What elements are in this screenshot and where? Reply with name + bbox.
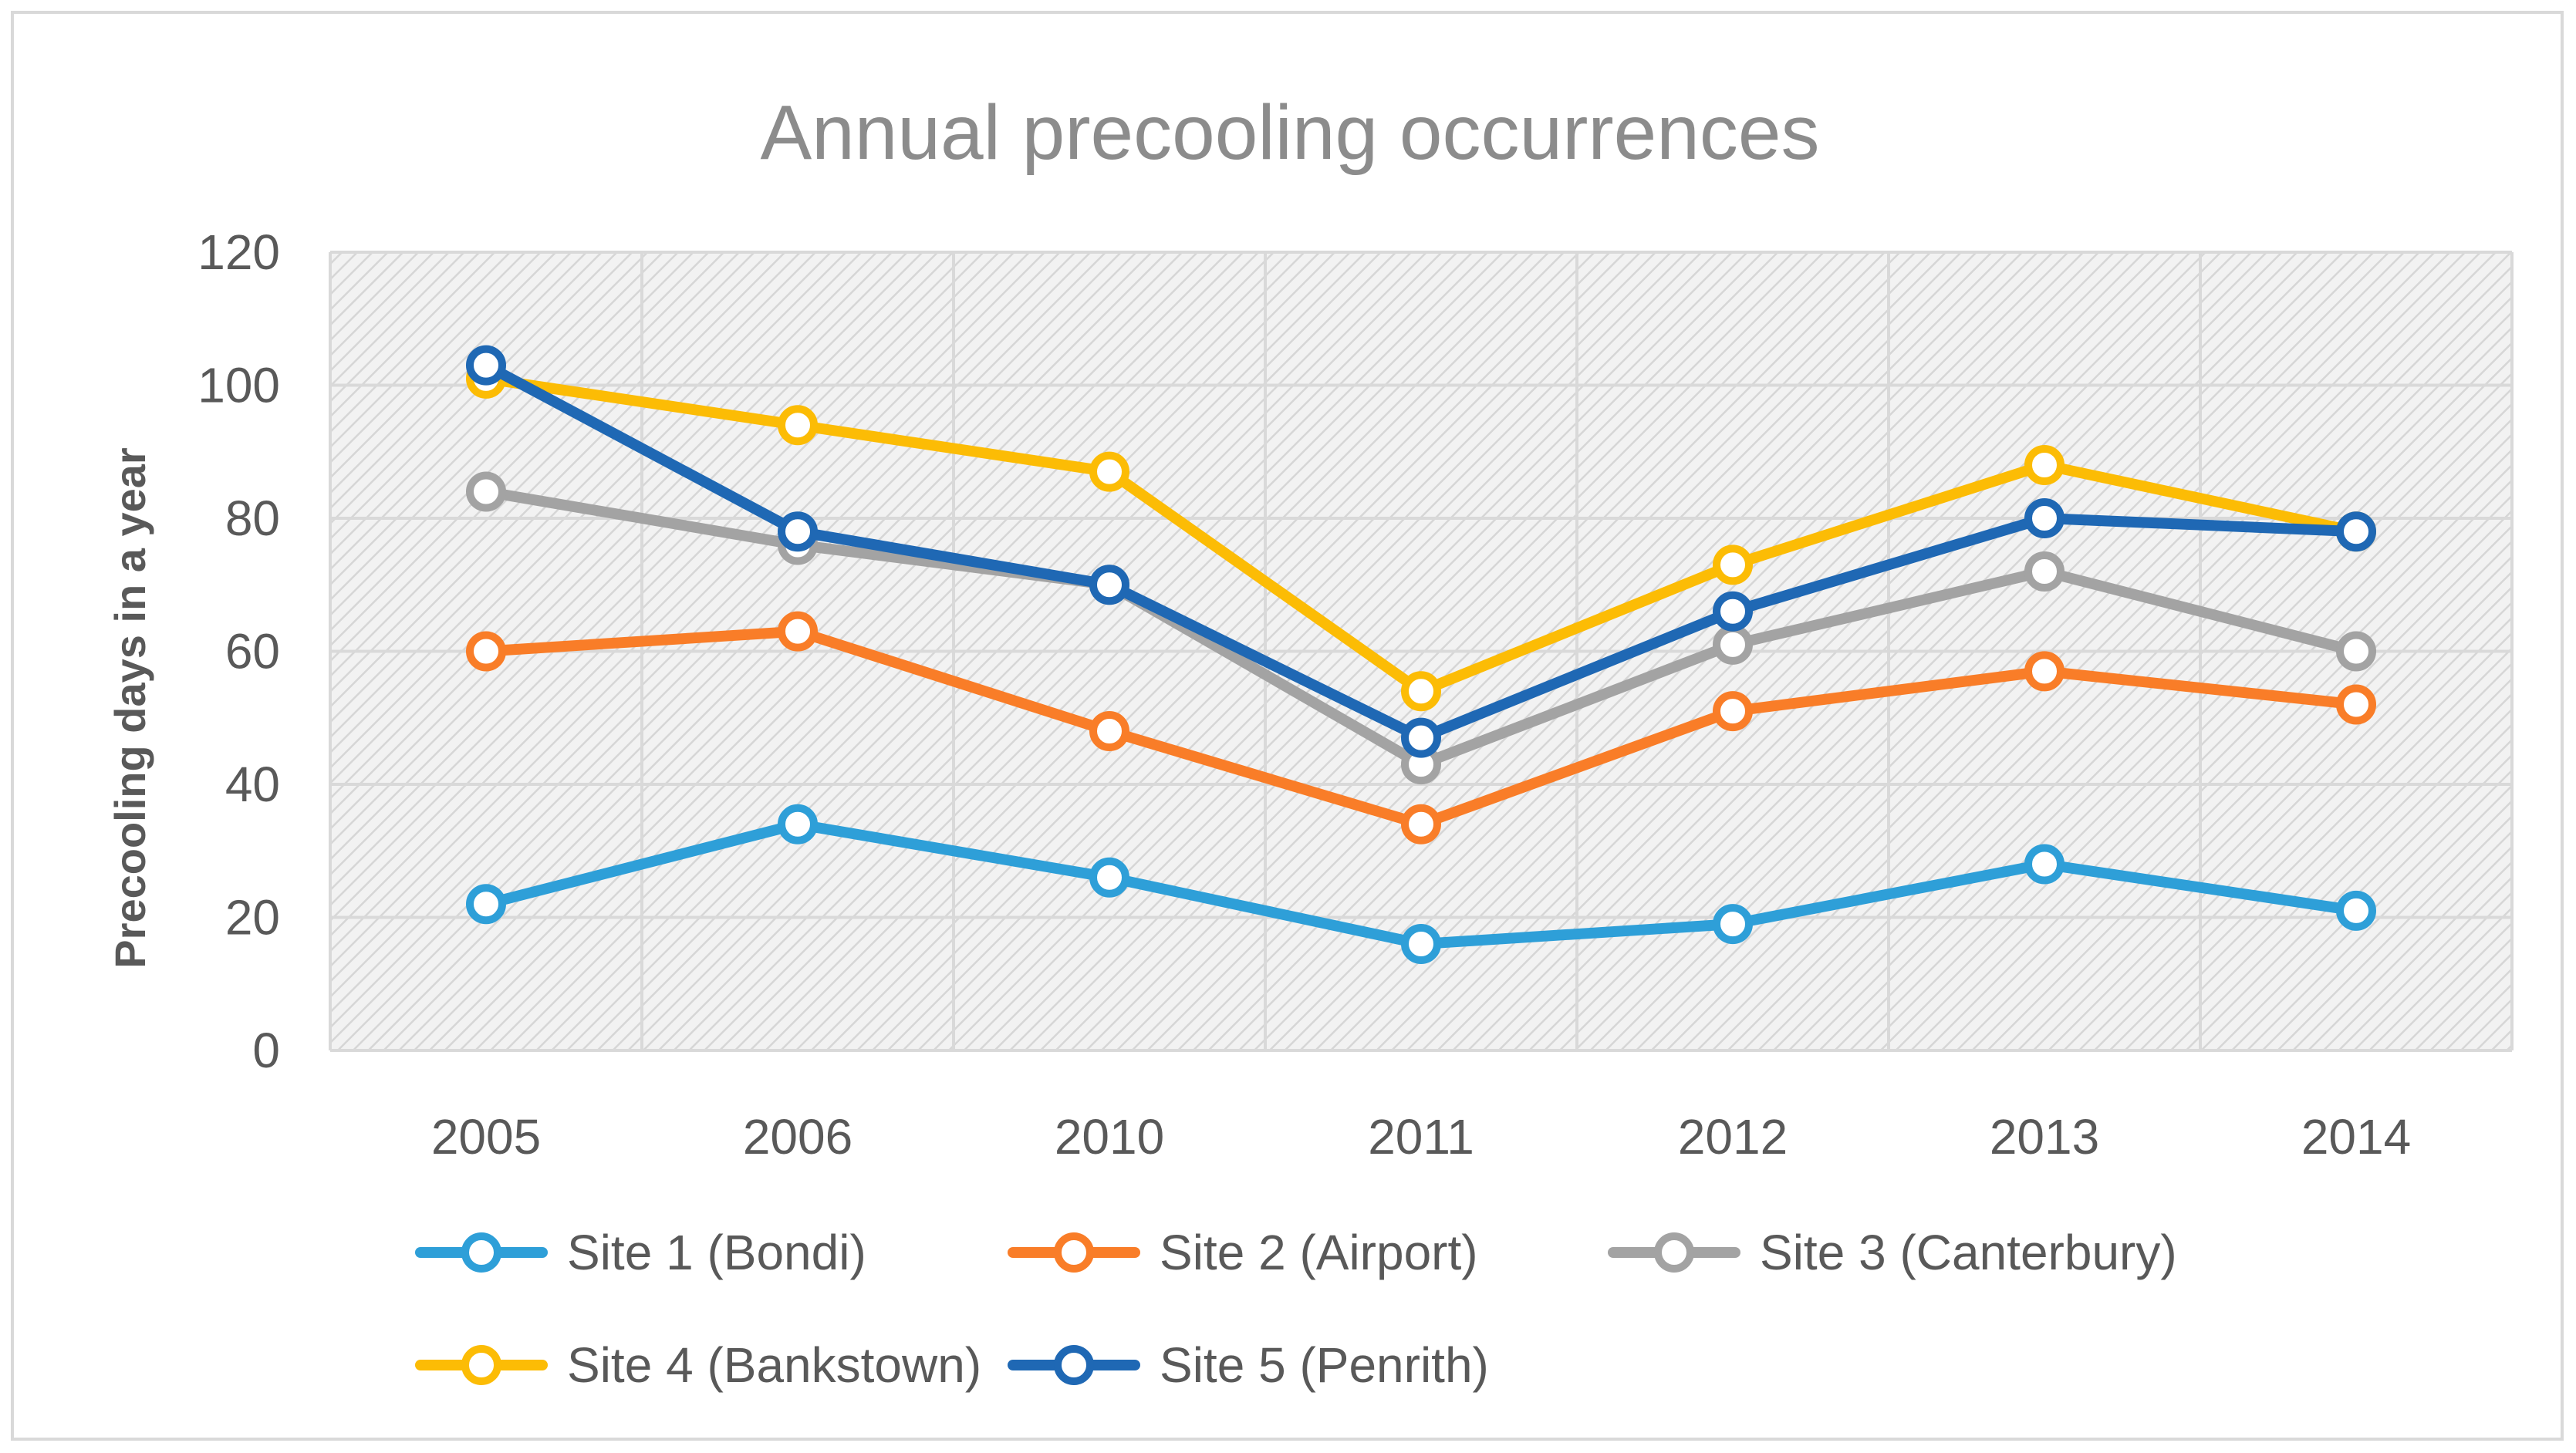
series-1	[466, 804, 2376, 964]
data-point	[2024, 551, 2065, 592]
data-point	[1089, 711, 1129, 751]
axes: 0 20 40 60 80 100 120 2005 2006 2010 2011 2012 2013 2…	[198, 224, 2411, 1165]
legend-marker	[1654, 1232, 1694, 1273]
series-layer	[466, 345, 2376, 964]
y-tick-label: 20	[225, 890, 280, 946]
data-point	[1713, 624, 1753, 665]
data-point	[778, 804, 818, 844]
legend-item: Site 5 (Penrith)	[1008, 1337, 1489, 1393]
data-point	[2024, 498, 2065, 538]
y-tick-label: 0	[252, 1023, 280, 1078]
x-tick-label: 2011	[1368, 1109, 1474, 1165]
legend-label: Site 1 (Bondi)	[567, 1225, 866, 1280]
legend: Site 1 (Bondi) Site 2 (Airport) Site 3 (Ca…	[415, 1225, 2177, 1393]
x-tick-label: 2006	[743, 1109, 852, 1165]
x-tick-label: 2010	[1055, 1109, 1164, 1165]
data-point	[1401, 804, 1441, 844]
x-tick-label: 2005	[431, 1109, 541, 1165]
data-point	[1713, 591, 1753, 632]
data-point	[1401, 717, 1441, 758]
data-point	[778, 511, 818, 552]
data-point	[1401, 671, 1441, 712]
x-tick-label: 2013	[1990, 1109, 2099, 1165]
data-point	[1089, 565, 1129, 605]
series-5	[466, 345, 2376, 758]
series-2	[466, 611, 2376, 844]
legend-marker	[461, 1345, 501, 1385]
legend-label: Site 2 (Airport)	[1160, 1225, 1478, 1280]
data-point	[2336, 684, 2376, 725]
legend-item: Site 4 (Bankstown)	[415, 1337, 981, 1393]
data-point	[2024, 445, 2065, 485]
chart-canvas: Annual precooling occurrences 0 20 40 60 80 1…	[106, 89, 2514, 1393]
y-tick-label: 80	[225, 491, 280, 546]
data-point	[2336, 890, 2376, 931]
legend-label: Site 4 (Bankstown)	[567, 1337, 981, 1393]
legend-item: Site 3 (Canterbury)	[1608, 1225, 2177, 1280]
legend-marker	[1054, 1232, 1094, 1273]
legend-label: Site 3 (Canterbury)	[1760, 1225, 2177, 1280]
y-axis-label: Precooling days in a year	[106, 447, 154, 968]
data-point	[466, 884, 506, 925]
y-tick-label: 100	[198, 358, 280, 413]
legend-item: Site 2 (Airport)	[1008, 1225, 1478, 1280]
chart-title: Annual precooling occurrences	[760, 89, 1819, 176]
data-point	[2024, 844, 2065, 885]
y-tick-label: 120	[198, 224, 280, 280]
data-point	[1089, 451, 1129, 492]
data-point	[778, 611, 818, 652]
x-tick-label: 2012	[1678, 1109, 1788, 1165]
data-point	[1713, 544, 1753, 585]
legend-marker	[1054, 1345, 1094, 1385]
data-point	[466, 345, 506, 386]
data-point	[778, 405, 818, 446]
y-tick-label: 40	[225, 757, 280, 812]
legend-item: Site 1 (Bondi)	[415, 1225, 866, 1280]
data-point	[1713, 904, 1753, 945]
data-point	[2336, 631, 2376, 672]
legend-marker	[461, 1232, 501, 1273]
data-point	[1713, 691, 1753, 732]
chart-frame: Annual precooling occurrences 0 20 40 60 80 1…	[11, 11, 2564, 1441]
data-point	[2336, 511, 2376, 552]
data-point	[466, 631, 506, 672]
data-point	[466, 471, 506, 512]
data-point	[1401, 924, 1441, 964]
x-tick-label: 2014	[2301, 1109, 2411, 1165]
data-point	[2024, 651, 2065, 692]
data-point	[1089, 857, 1129, 898]
y-tick-label: 60	[225, 624, 280, 679]
legend-label: Site 5 (Penrith)	[1160, 1337, 1489, 1393]
